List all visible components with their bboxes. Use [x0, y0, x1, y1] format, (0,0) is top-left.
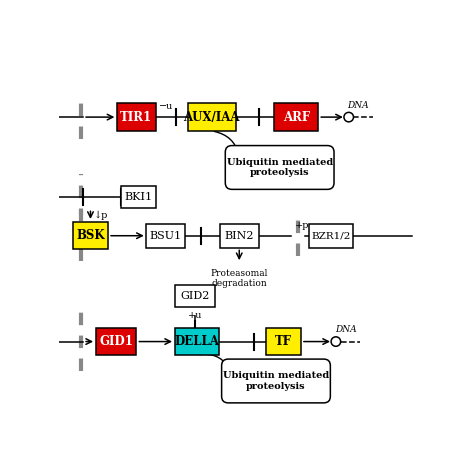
Text: DELLA: DELLA: [174, 335, 219, 348]
Text: BZR1/2: BZR1/2: [311, 231, 351, 240]
FancyBboxPatch shape: [188, 103, 236, 131]
FancyBboxPatch shape: [222, 359, 330, 403]
FancyBboxPatch shape: [121, 186, 155, 209]
Text: +p: +p: [294, 221, 309, 230]
Text: TF: TF: [275, 335, 292, 348]
Text: GID2: GID2: [181, 291, 210, 301]
FancyBboxPatch shape: [175, 285, 215, 307]
Text: BKI1: BKI1: [124, 192, 152, 202]
FancyBboxPatch shape: [220, 224, 258, 247]
Text: ↓p: ↓p: [93, 210, 108, 220]
FancyBboxPatch shape: [96, 328, 137, 355]
FancyBboxPatch shape: [117, 103, 155, 131]
Text: BSU1: BSU1: [150, 231, 182, 241]
Text: GID1: GID1: [99, 335, 133, 348]
FancyBboxPatch shape: [73, 222, 108, 249]
FancyBboxPatch shape: [309, 224, 353, 247]
Text: ARF: ARF: [283, 110, 310, 124]
Text: Proteasomal
degradation: Proteasomal degradation: [210, 269, 268, 288]
Text: BIN2: BIN2: [225, 231, 254, 241]
Text: BSK: BSK: [76, 229, 105, 242]
FancyBboxPatch shape: [175, 328, 219, 355]
Text: DNA: DNA: [335, 325, 356, 334]
FancyBboxPatch shape: [146, 224, 185, 247]
Text: +u: +u: [188, 311, 202, 320]
Text: TIR1: TIR1: [120, 110, 153, 124]
Text: DNA: DNA: [347, 101, 369, 110]
FancyBboxPatch shape: [266, 328, 301, 355]
Text: Ubiquitin mediated
proteolysis: Ubiquitin mediated proteolysis: [227, 158, 333, 177]
Text: Ubiquitin mediated
proteolysis: Ubiquitin mediated proteolysis: [223, 371, 329, 391]
FancyBboxPatch shape: [225, 146, 334, 190]
Text: AUX/IAA: AUX/IAA: [183, 110, 240, 124]
FancyBboxPatch shape: [274, 103, 318, 131]
Text: −u: −u: [159, 102, 173, 111]
